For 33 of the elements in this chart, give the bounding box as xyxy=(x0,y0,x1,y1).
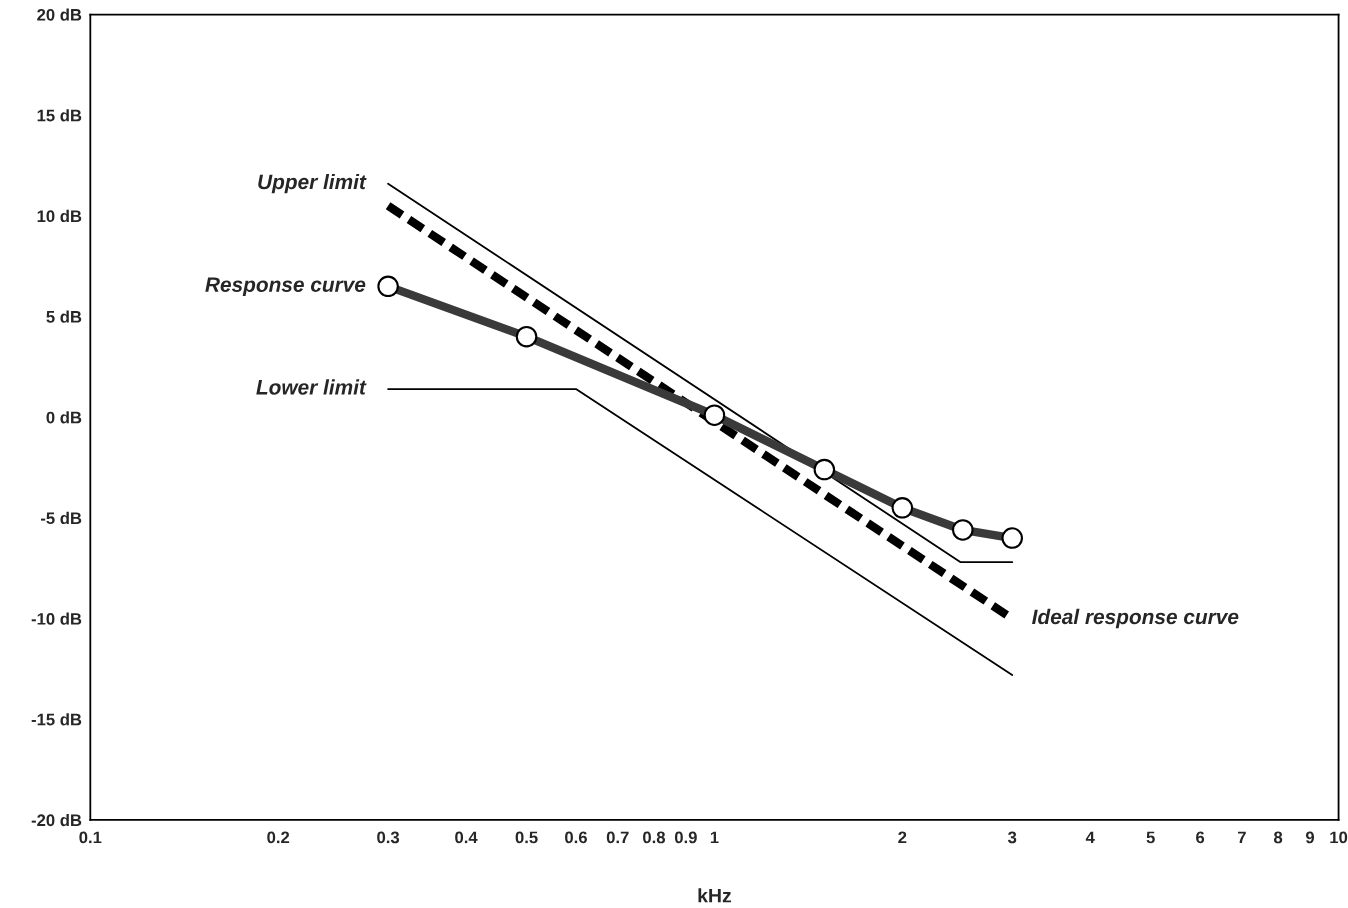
x-tick-label: 10 xyxy=(1330,831,1348,844)
y-tick-label: 5 dB xyxy=(46,310,82,323)
x-tick-label: 0.9 xyxy=(674,831,697,844)
x-tick-label: 0.6 xyxy=(565,831,587,844)
y-tick-label: -15 dB xyxy=(31,713,82,726)
series-label: Upper limit xyxy=(258,173,367,194)
x-tick-label: 0.4 xyxy=(455,831,478,844)
y-tick-label: -5 dB xyxy=(40,511,82,525)
x-tick-label: 0.1 xyxy=(79,831,102,844)
x-axis-title: kHz xyxy=(698,888,732,903)
x-tick-label: 1 xyxy=(710,831,719,844)
x-tick-label: 9 xyxy=(1305,831,1315,844)
y-tick-label: 15 dB xyxy=(37,109,82,122)
x-tick-label: 0.7 xyxy=(606,831,629,844)
x-tick-label: 3 xyxy=(1007,831,1017,844)
x-tick-label: 0.3 xyxy=(377,831,400,844)
y-tick-label: 0 dB xyxy=(46,411,82,424)
x-tick-label: 8 xyxy=(1273,831,1283,844)
y-tick-label: 20 dB xyxy=(37,8,82,21)
series-label: Ideal response curve xyxy=(1032,608,1239,629)
y-tick-label: -20 dB xyxy=(31,813,82,827)
x-tick-label: 0.2 xyxy=(267,831,290,844)
series-label: Response curve xyxy=(205,277,366,297)
y-tick-label: -10 dB xyxy=(31,612,82,625)
x-tick-label: 6 xyxy=(1196,831,1205,844)
x-tick-label: 5 xyxy=(1146,831,1155,844)
x-tick-label: 0.5 xyxy=(515,831,538,844)
y-tick-label: 10 dB xyxy=(37,209,82,223)
series-label: Lower limit xyxy=(256,379,367,395)
x-tick-label: 7 xyxy=(1237,831,1246,844)
x-tick-label: 2 xyxy=(898,831,907,844)
x-tick-label: 0.8 xyxy=(643,831,666,844)
x-tick-label: 4 xyxy=(1085,831,1095,844)
